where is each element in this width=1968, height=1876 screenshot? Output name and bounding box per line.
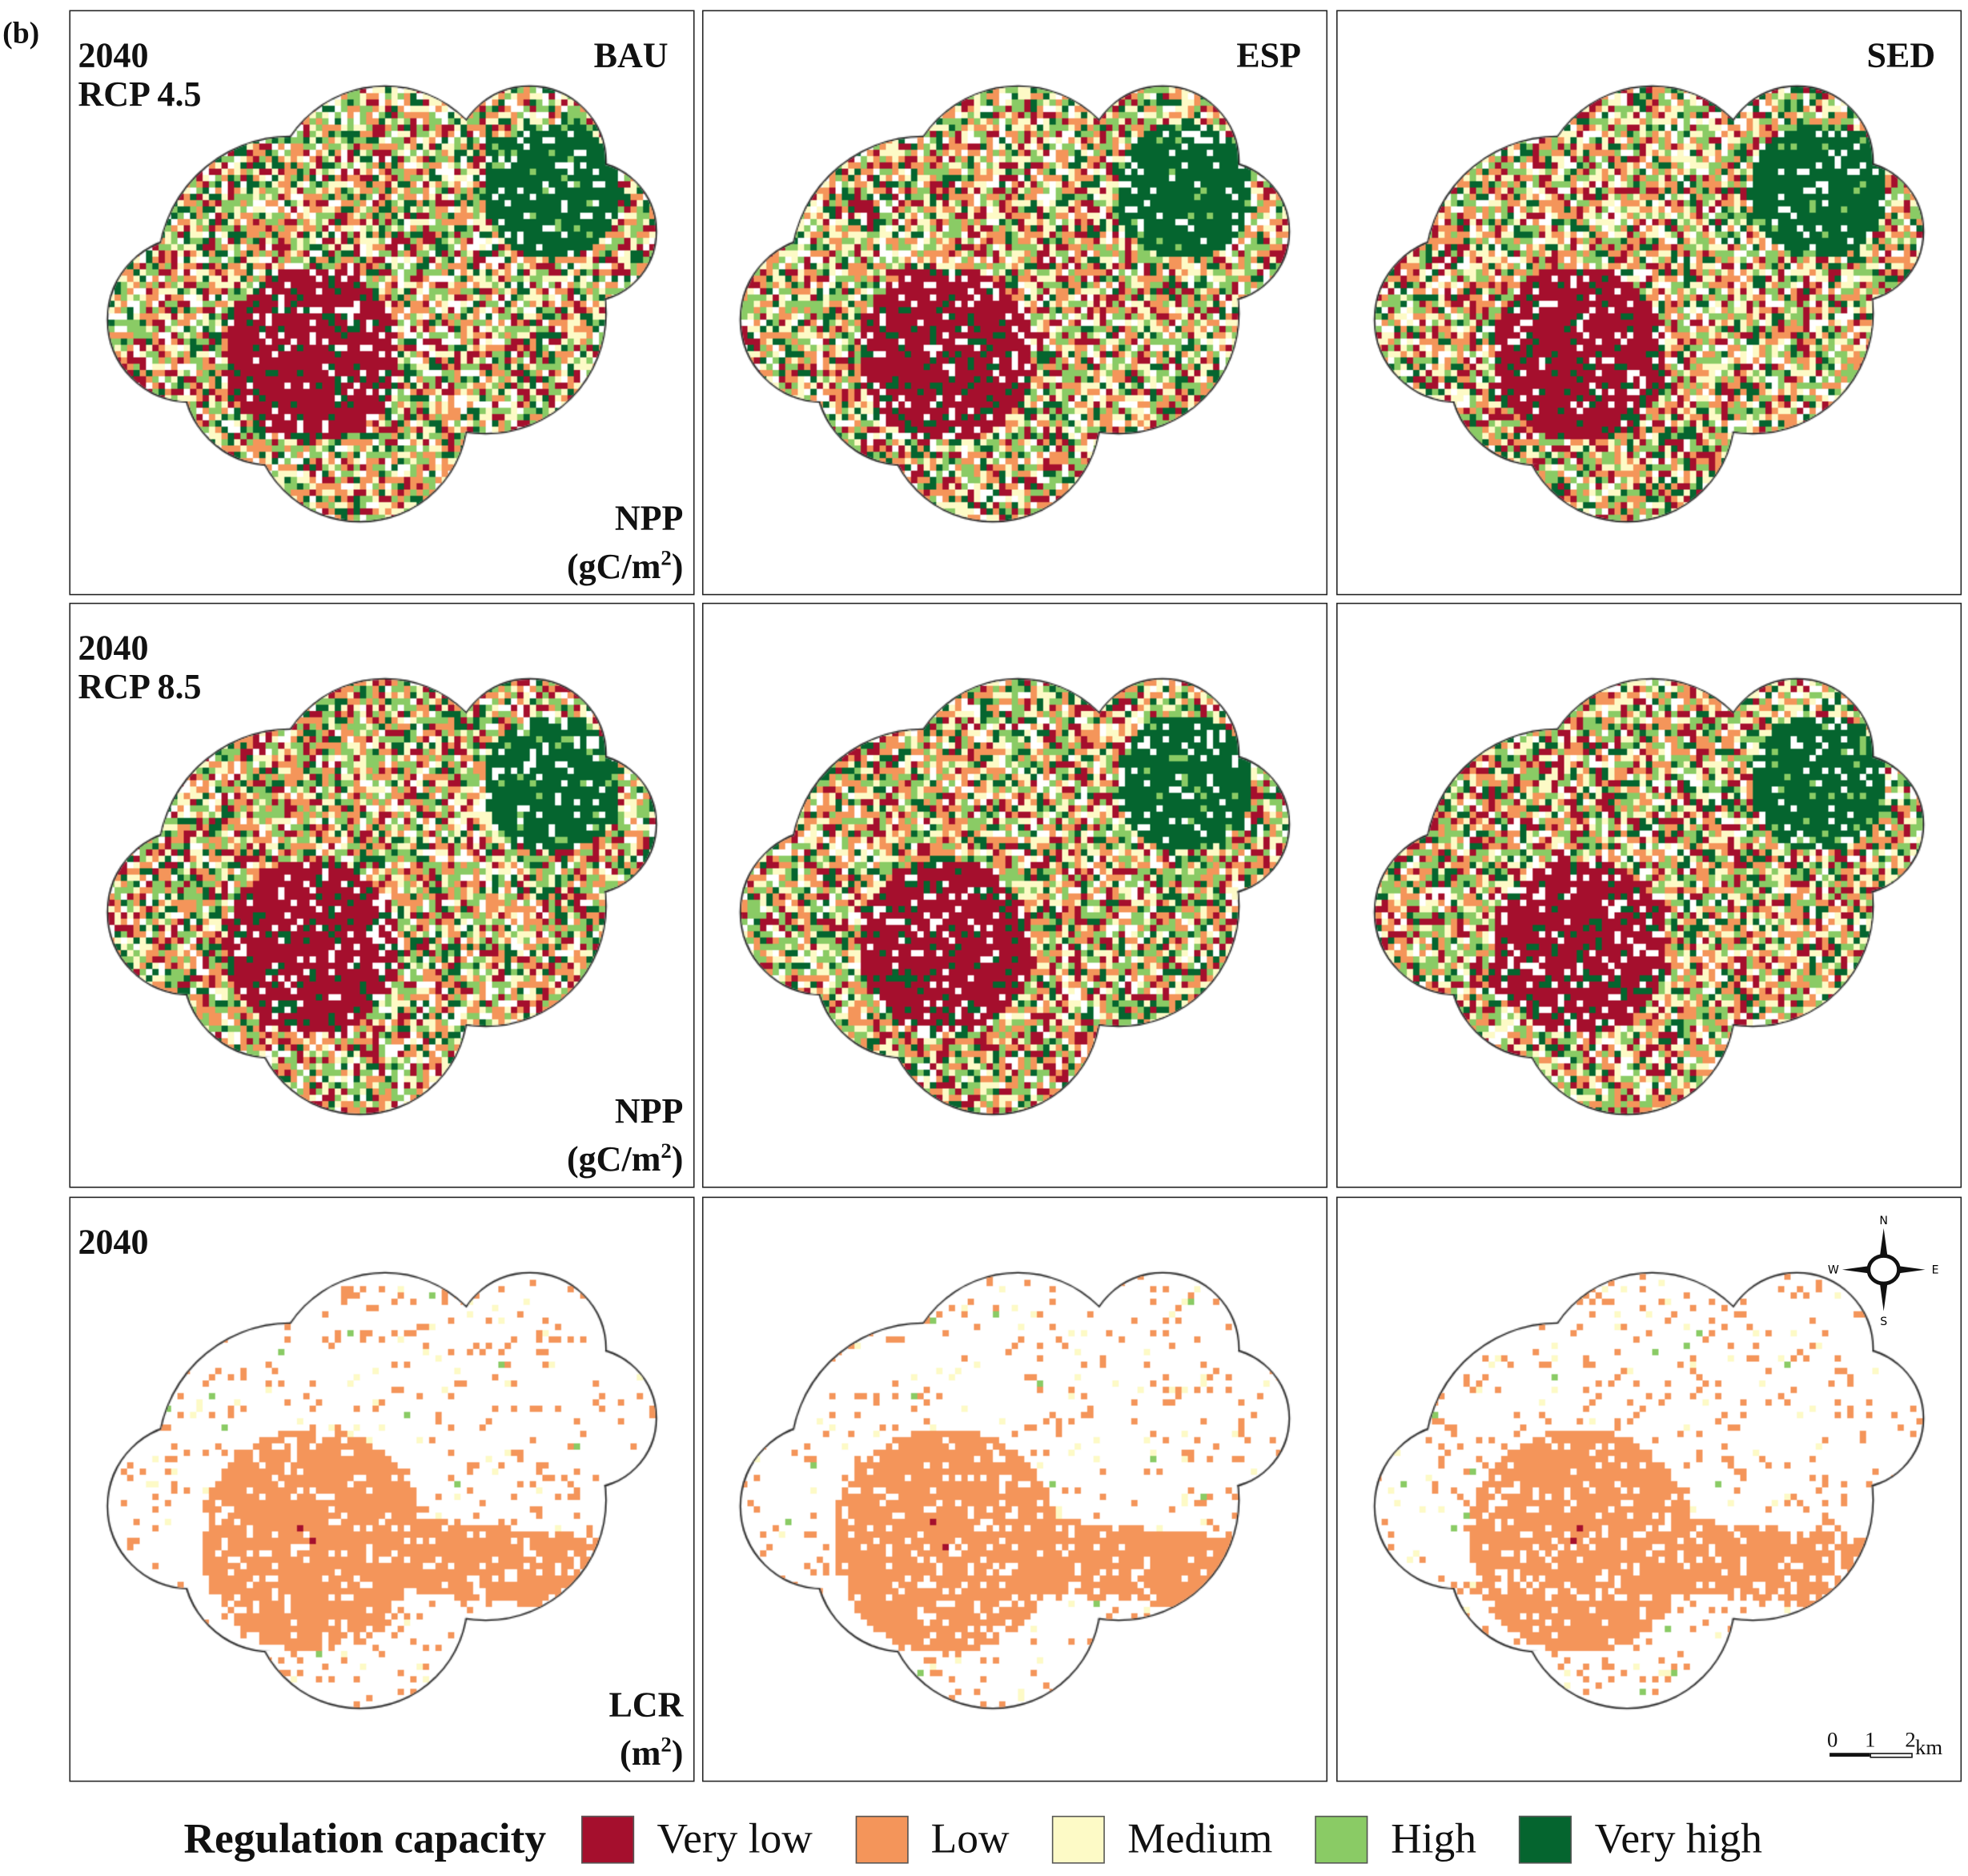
map-panel-npp-r1-sed: SED: [1336, 10, 1962, 596]
legend-item-high: High: [1311, 1815, 1476, 1864]
raster-map: [70, 1198, 693, 1781]
legend-label: Very low: [657, 1815, 813, 1862]
raster-map: [1337, 11, 1961, 594]
svg-text:W: W: [1828, 1263, 1839, 1276]
raster-map: [703, 604, 1327, 1187]
raster-map: [70, 11, 693, 594]
legend-item-low: Low: [850, 1815, 1010, 1864]
map-panel-npp-r2-sed: [1336, 602, 1962, 1188]
figure-tag: (b): [2, 18, 40, 50]
legend-label: Medium: [1127, 1815, 1273, 1862]
panel-year-label: 2040: [78, 1223, 149, 1263]
scenario-title: BAU: [593, 36, 669, 76]
panel-year-label: 2040 RCP 8.5: [78, 629, 202, 708]
legend-swatch: [1051, 1815, 1105, 1864]
map-panel-npp-r1-bau: 2040 RCP 4.5 NPP (gC/m2) BAU: [69, 10, 695, 596]
scenario-title: SED: [1866, 36, 1936, 76]
legend-swatch: [1315, 1815, 1368, 1864]
legend-label: High: [1391, 1815, 1476, 1862]
legend-swatch: [1519, 1815, 1572, 1864]
map-panel-lcr-r3-esp: [701, 1196, 1328, 1782]
raster-map: [70, 604, 693, 1187]
metric-label: LCR (m2): [608, 1685, 684, 1774]
metric-label: NPP (gC/m2): [567, 1091, 684, 1179]
scenario-title: ESP: [1236, 36, 1302, 76]
legend-label: Very high: [1594, 1815, 1762, 1862]
legend-item-medium: Medium: [1047, 1815, 1273, 1864]
legend-title: Regulation capacity: [183, 1815, 547, 1862]
raster-map: [703, 11, 1327, 594]
legend-item-very-low: Very low: [576, 1815, 813, 1864]
legend-swatch: [581, 1815, 635, 1864]
raster-map: [1337, 604, 1961, 1187]
map-panel-lcr-r3-bau: 2040 LCR (m2): [69, 1196, 695, 1782]
legend-swatch: [855, 1815, 909, 1864]
north-arrow-icon: N S E W: [1828, 1215, 1939, 1327]
legend-items: Very low Low Medium High Very high: [576, 1815, 1800, 1864]
scale-bar: 0 1 2 km: [1826, 1727, 1943, 1760]
legend: Regulation capacity Very low Low Medium Hig…: [183, 1815, 1800, 1864]
svg-text:N: N: [1879, 1215, 1888, 1227]
raster-map: [703, 1198, 1327, 1781]
map-panel-npp-r2-esp: [701, 602, 1328, 1188]
raster-map: [1337, 1198, 1961, 1781]
legend-label: Low: [930, 1815, 1010, 1862]
panel-year-label: 2040 RCP 4.5: [78, 36, 202, 115]
map-panel-npp-r2-bau: 2040 RCP 8.5 NPP (gC/m2): [69, 602, 695, 1188]
svg-text:E: E: [1932, 1263, 1939, 1276]
metric-label: NPP (gC/m2): [567, 499, 684, 587]
svg-text:S: S: [1880, 1316, 1887, 1327]
map-panel-npp-r1-esp: ESP: [701, 10, 1328, 596]
map-panel-lcr-r3-sed: N S E W 0 1 2 km: [1336, 1196, 1962, 1782]
legend-item-very-high: Very high: [1514, 1815, 1762, 1864]
